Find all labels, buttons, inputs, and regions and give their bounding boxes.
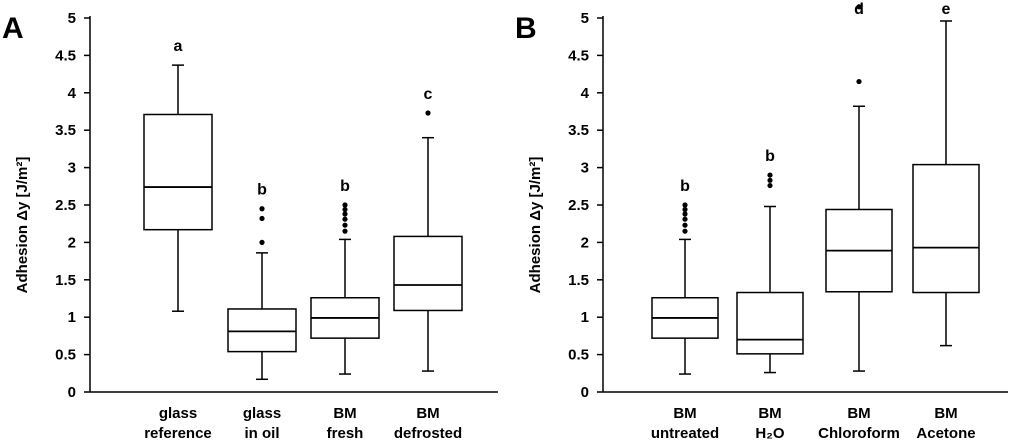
panel-b-chart: 0 0.5 1 1.5 2 2.5 3 3.5 4 4.5 5 Adhesion Δy [J/m²] b… (527, 1, 1008, 442)
outlier-point (682, 211, 688, 217)
outlier-point (342, 211, 348, 217)
outlier-point (682, 228, 688, 234)
category-label-line2: reference (144, 425, 212, 442)
category-label-line2: Acetone (916, 425, 975, 442)
category-label-line1: glass (243, 405, 281, 422)
category-label-line2: Chloroform (818, 425, 900, 442)
box-3: b (310, 178, 380, 375)
iqr-box (227, 308, 297, 353)
box-4: e (912, 1, 980, 347)
category-label-line1: glass (159, 405, 197, 422)
y-axis-title: Adhesion Δy [J/m²] (14, 157, 31, 294)
box-2: b (736, 148, 804, 374)
significance-letter: d (854, 1, 864, 18)
category-label-line1: BM (673, 405, 696, 422)
outlier-point (767, 172, 773, 178)
significance-letter: e (942, 1, 951, 18)
y-tick-label: 3.5 (568, 122, 589, 139)
y-tick-label: 4.5 (55, 47, 76, 64)
category-label-line2: defrosted (394, 425, 462, 442)
outlier-point (856, 78, 862, 85)
y-tick-label: 0 (581, 384, 589, 401)
iqr-box (393, 235, 463, 312)
y-tick-label: 4 (68, 85, 77, 102)
box-2: b (227, 182, 297, 381)
y-tick-label: 1.5 (55, 272, 76, 289)
box-3: d (825, 1, 893, 372)
y-tick-label: 0.5 (568, 347, 589, 364)
y-tick-label: 5 (581, 10, 589, 27)
y-tick-label: 5 (68, 10, 76, 27)
significance-letter: b (680, 178, 690, 195)
panel-a-chart: 0 0.5 1 1.5 2 2.5 3 3.5 4 4.5 5 Adhesion Δy [J/m²] a… (14, 10, 498, 442)
outlier-point (682, 216, 688, 222)
significance-letter: c (424, 86, 433, 103)
significance-letter: b (340, 178, 350, 195)
box-4: c (393, 86, 463, 372)
iqr-box (736, 291, 804, 355)
category-label-line1: BM (847, 405, 870, 422)
y-tick-label: 2 (581, 234, 589, 251)
y-tick-label: 4 (581, 85, 590, 102)
y-tick-label: 3.5 (55, 122, 76, 139)
y-tick-label: 1 (581, 309, 589, 326)
y-tick-label: 2.5 (568, 197, 589, 214)
category-label-line2: H₂O (755, 425, 784, 442)
category-label-line2: in oil (245, 425, 280, 442)
y-tick-label: 0 (68, 384, 76, 401)
iqr-box (143, 113, 213, 231)
outlier-point (856, 4, 862, 10)
significance-letter: b (257, 182, 267, 199)
y-tick-label: 3 (68, 160, 76, 177)
outlier-point (259, 239, 265, 245)
panel-a-label: A (2, 12, 24, 45)
outlier-point (259, 206, 265, 212)
y-tick-label: 1 (68, 309, 76, 326)
category-label-line2: untreated (651, 425, 719, 442)
category-label-line1: BM (416, 405, 439, 422)
outlier-point (425, 110, 431, 116)
y-tick-label: 2.5 (55, 197, 76, 214)
y-tick-label: 0.5 (55, 347, 76, 364)
box-1: a (143, 38, 213, 312)
outlier-point (342, 222, 348, 228)
category-label-line1: BM (333, 405, 356, 422)
outlier-point (682, 206, 688, 213)
significance-letter: b (765, 148, 775, 165)
iqr-box (912, 163, 980, 294)
outlier-point (682, 222, 688, 228)
y-tick-label: 1.5 (568, 272, 589, 289)
y-tick-label: 4.5 (568, 47, 589, 64)
y-tick-label: 2 (68, 234, 76, 251)
category-label-line1: BM (934, 405, 957, 422)
outlier-point (342, 228, 348, 234)
outlier-point (342, 202, 348, 208)
category-label-line1: BM (758, 405, 781, 422)
box-1: b (651, 178, 719, 375)
outlier-point (342, 216, 348, 222)
outlier-point (259, 215, 265, 222)
outlier-point (767, 182, 773, 189)
y-tick-label: 3 (581, 160, 589, 177)
significance-letter: a (174, 38, 183, 55)
y-axis-title: Adhesion Δy [J/m²] (527, 157, 544, 294)
category-label-line2: fresh (327, 425, 364, 442)
outlier-point (767, 177, 773, 183)
outlier-point (682, 202, 688, 208)
outlier-point (342, 206, 348, 213)
panel-b-label: B (515, 12, 537, 45)
